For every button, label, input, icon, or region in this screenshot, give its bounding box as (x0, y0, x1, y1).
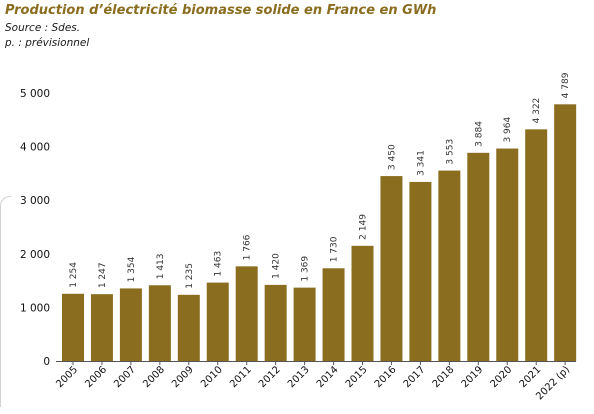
x-tick-label: 2009 (170, 364, 196, 390)
bar (525, 129, 548, 361)
bar (206, 282, 229, 361)
y-tick-label: 2 000 (20, 249, 50, 261)
x-tick-label: 2018 (431, 364, 457, 390)
data-label: 2 149 (359, 214, 369, 240)
x-tick-label: 2011 (228, 364, 254, 390)
x-tick-label: 2016 (373, 364, 399, 390)
bar (177, 294, 200, 361)
x-tick-label: 2015 (344, 364, 370, 390)
chart-source: Source : Sdes. (5, 22, 81, 34)
data-label: 3 884 (474, 121, 484, 147)
bar (380, 176, 403, 361)
bar (293, 287, 316, 361)
data-label: 3 341 (416, 150, 426, 176)
x-tick-label: 2008 (141, 364, 167, 390)
bar (554, 104, 577, 361)
x-tick-label: 2005 (54, 364, 80, 390)
y-tick-label: 4 000 (20, 142, 50, 154)
bar (148, 285, 171, 361)
data-label: 3 964 (503, 116, 513, 142)
data-label: 1 766 (243, 234, 253, 260)
bar (119, 288, 142, 361)
chart-note: p. : prévisionnel (5, 37, 90, 49)
bar (467, 152, 490, 361)
bar (351, 245, 374, 361)
bar (62, 293, 84, 361)
bar (235, 266, 258, 361)
data-label: 1 413 (156, 253, 166, 279)
x-tick-label: 2020 (489, 364, 515, 390)
x-tick-label: 2012 (257, 364, 283, 390)
data-label: 1 420 (272, 253, 282, 279)
data-label: 3 450 (387, 144, 397, 170)
x-tick-label: 2007 (112, 364, 138, 390)
chart-title: Production d’électricité biomasse solide… (5, 3, 437, 18)
data-label: 1 247 (98, 262, 108, 288)
x-tick-label: 2019 (460, 364, 486, 390)
bar (438, 170, 461, 361)
x-tick-label: 2014 (315, 364, 341, 390)
bar (264, 284, 287, 361)
data-label: 1 354 (127, 256, 137, 282)
data-label: 1 254 (69, 262, 79, 288)
x-tick-label: 2006 (83, 364, 109, 390)
x-tick-label: 2013 (286, 364, 312, 390)
y-tick-label: 0 (43, 356, 50, 368)
data-label: 1 369 (301, 256, 311, 282)
y-tick-label: 3 000 (20, 195, 50, 207)
data-label: 1 730 (330, 236, 340, 262)
bar (90, 294, 113, 361)
data-label: 1 463 (214, 251, 224, 277)
x-tick-label: 2017 (402, 364, 428, 390)
x-tick-label: 2010 (199, 364, 225, 390)
data-label: 4 322 (532, 98, 542, 124)
bar (322, 268, 345, 361)
frame-border (0, 196, 11, 407)
bar (496, 148, 519, 361)
data-label: 3 553 (445, 139, 455, 165)
data-label: 4 789 (561, 72, 571, 98)
x-tick-label: 2021 (518, 364, 544, 390)
y-tick-label: 1 000 (20, 302, 50, 314)
data-label: 1 235 (185, 263, 195, 289)
y-tick-label: 5 000 (20, 88, 50, 100)
bar (409, 181, 432, 361)
